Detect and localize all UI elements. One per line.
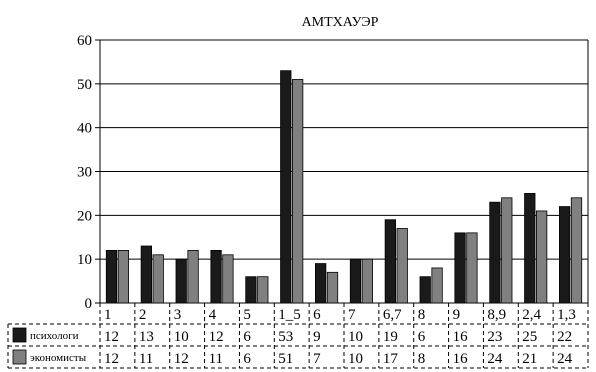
legend-label-психологи: психологи [30,330,79,342]
table-cell-психологи: 53 [278,329,293,345]
legend-label-экономисты: экономисты [30,352,87,364]
table-cell-психологи: 9 [313,329,321,345]
bar-экономисты-2 [152,254,164,304]
bar-психологи-9 [454,232,466,304]
category-label: 5 [243,307,251,323]
y-axis-ticks: 0 10 20 30 40 50 60 [77,33,92,312]
table-cell-экономисты: 24 [487,351,503,367]
table-cell-экономисты: 16 [453,351,469,367]
y-tick-label: 30 [77,165,92,181]
bar-психологи-1 [105,249,118,304]
category-label: 3 [174,307,182,323]
bar-экономисты-8,9 [501,197,513,304]
bar-экономисты-7 [361,258,373,304]
bar-экономисты-1_5 [292,79,304,304]
chart-title: АМТХАУЭР [302,15,379,30]
bar-психологи-8 [419,276,431,304]
bar-экономисты-6,7 [396,228,408,304]
bar-экономисты-2,4 [536,210,548,304]
legend-swatch-экономисты [12,349,27,365]
bars [105,70,583,304]
bar-экономисты-4 [222,254,234,304]
table-cell-психологи: 23 [487,329,502,345]
gridlines [100,39,588,260]
bar-экономисты-1 [117,249,129,304]
y-tick-label: 0 [85,296,93,312]
table-cell-психологи: 25 [522,329,537,345]
table-cell-экономисты: 21 [522,351,537,367]
bar-экономисты-3 [187,249,199,304]
category-label: 1,3 [557,307,576,323]
bar-экономисты-8 [431,267,443,304]
y-tick-label: 10 [77,252,92,268]
legend-swatch-психологи [12,327,27,343]
table-cell-психологи: 6 [243,329,251,345]
table-cell-экономисты: 11 [139,351,153,367]
bar-психологи-2 [140,245,152,304]
category-label: 2 [139,307,147,323]
bar-экономисты-5 [257,276,269,304]
bar-экономисты-1,3 [570,197,583,304]
table-cell-психологи: 12 [104,329,119,345]
bar-психологи-4 [210,249,222,304]
y-tick-label: 50 [77,77,92,93]
category-label: 6 [313,307,321,323]
table-cell-экономисты: 8 [418,351,426,367]
category-label: 9 [453,307,461,323]
category-label: 1 [104,307,112,323]
category-label: 2,4 [522,307,541,323]
table-cell-психологи: 10 [348,329,363,345]
bar-психологи-2,4 [524,193,536,304]
category-label: 7 [348,307,356,323]
bar-психологи-1,3 [559,206,571,304]
bar-психологи-5 [245,276,257,304]
table-cell-психологи: 6 [418,329,426,345]
category-label: 6,7 [383,307,402,323]
table-cell-экономисты: 10 [348,351,363,367]
category-label: 8,9 [487,307,506,323]
table-cell-психологи: 16 [453,329,469,345]
category-label: 8 [418,307,426,323]
table-cell-экономисты: 17 [383,351,399,367]
table-cell-психологи: 22 [557,329,572,345]
bar-психологи-6 [315,263,327,304]
table-cell-экономисты: 12 [104,351,119,367]
bar-психологи-1_5 [280,70,292,304]
y-tick-label: 60 [77,33,92,49]
bar-психологи-3 [175,258,187,304]
table-cell-экономисты: 11 [209,351,223,367]
table-cell-психологи: 10 [174,329,189,345]
table-cell-психологи: 13 [139,329,154,345]
table-cell-экономисты: 24 [557,351,573,367]
table-cell-психологи: 12 [209,329,224,345]
y-tick-label: 40 [77,121,92,137]
table-cell-экономисты: 6 [243,351,251,367]
table-cell-экономисты: 7 [313,351,321,367]
table-cell-психологи: 19 [383,329,398,345]
bar-экономисты-9 [466,232,478,304]
bar-психологи-6,7 [384,219,396,304]
table-cell-экономисты: 51 [278,351,293,367]
category-label: 1_5 [278,307,301,323]
bar-экономисты-6 [326,271,339,304]
category-label: 4 [209,307,217,323]
table-cell-экономисты: 12 [174,351,189,367]
bar-психологи-7 [349,258,362,304]
y-tick-label: 20 [77,208,92,224]
bar-психологи-8,9 [489,201,501,304]
